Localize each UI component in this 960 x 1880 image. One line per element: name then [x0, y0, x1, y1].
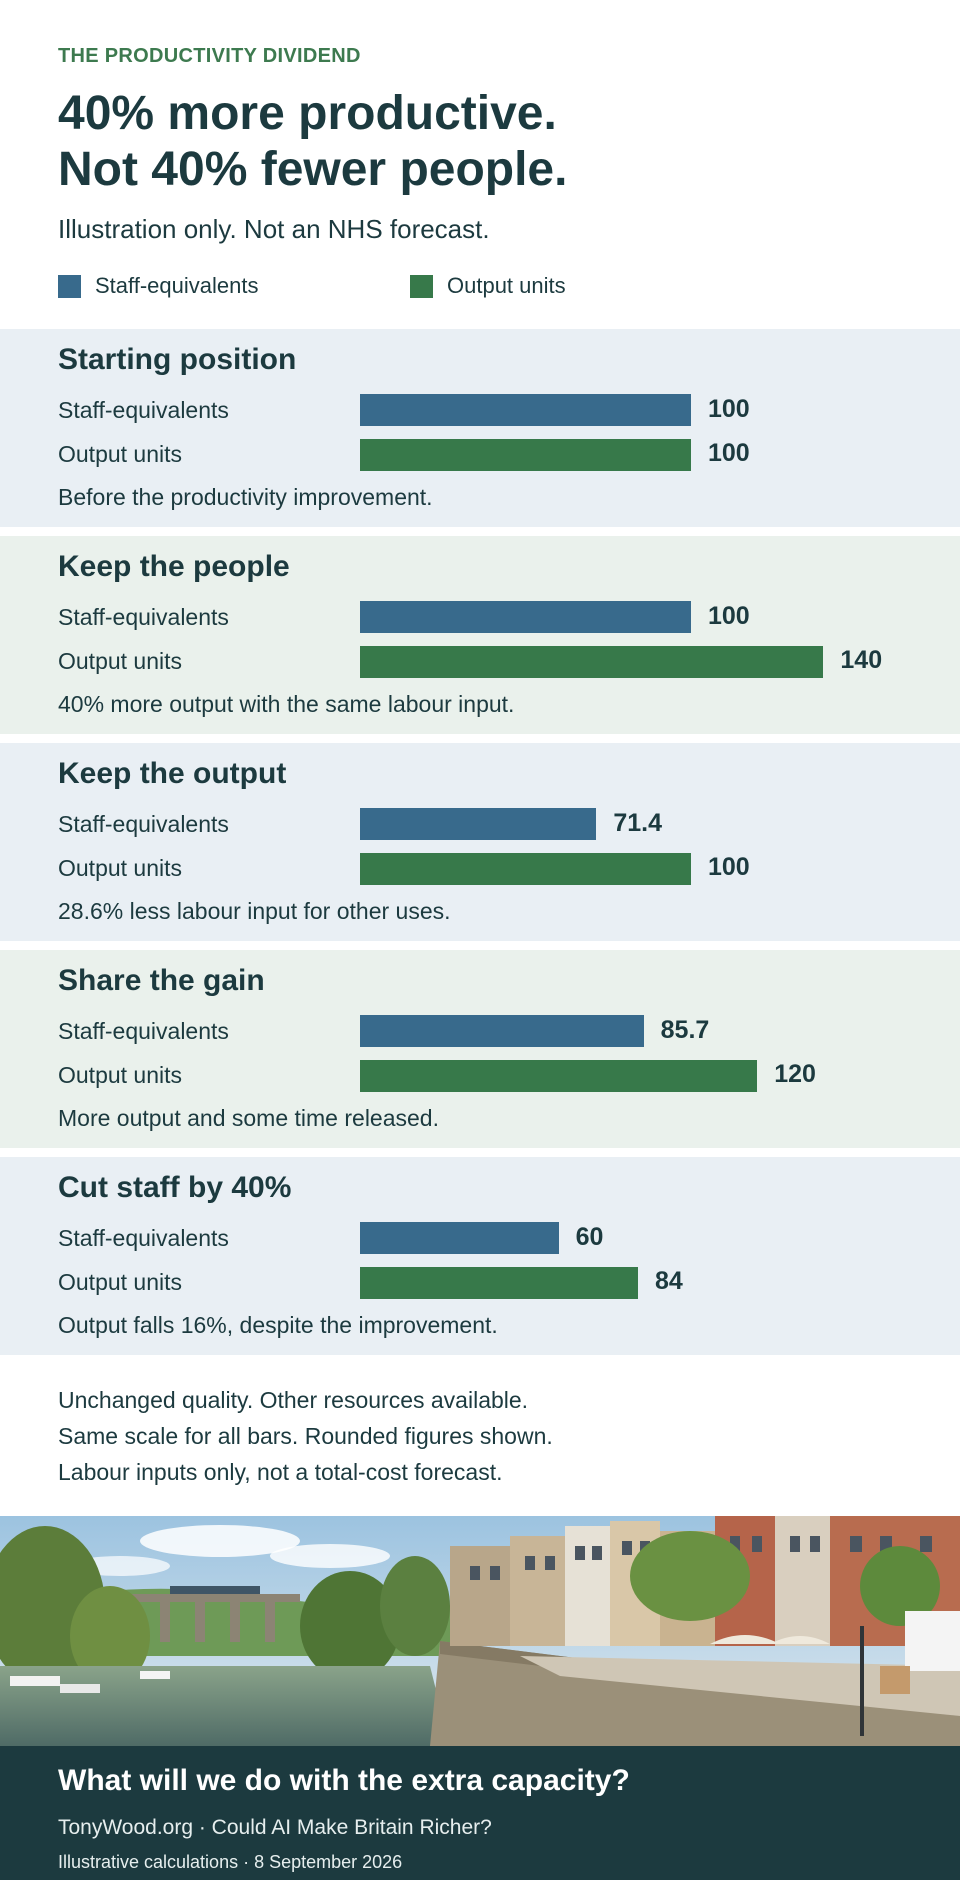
row-label-output: Output units — [58, 855, 183, 881]
bar-output — [360, 646, 824, 678]
header: THE PRODUCTIVITY DIVIDEND 40% more produ… — [0, 0, 960, 328]
panel-title: Keep the output — [58, 757, 287, 790]
row-label-staff: Staff-equivalents — [58, 811, 229, 837]
row-label-output: Output units — [58, 1062, 183, 1088]
bar-staff — [360, 1015, 644, 1047]
legend-label-output: Output units — [447, 273, 566, 298]
panel-title: Share the gain — [58, 964, 265, 997]
footnote-line: Same scale for all bars. Rounded figures… — [58, 1423, 553, 1449]
panel-cut-staff: Cut staff by 40% Staff-equivalents 60 Ou… — [0, 1157, 960, 1355]
footer-source: TonyWood.org · Could AI Make Britain Ric… — [58, 1816, 492, 1839]
bar-staff — [360, 1222, 559, 1254]
riverside-town-photo — [0, 1516, 960, 1746]
row-label-staff: Staff-equivalents — [58, 604, 229, 630]
bar-output — [360, 1060, 758, 1092]
riverside-town-illustration — [0, 1516, 960, 1746]
legend-item-staff: Staff-equivalents — [58, 273, 258, 299]
panel-note: Before the productivity improvement. — [58, 484, 433, 510]
bar-value-staff: 100 — [708, 602, 750, 630]
bar-output — [360, 853, 691, 885]
panel-title: Starting position — [58, 343, 297, 376]
row-label-output: Output units — [58, 1269, 183, 1295]
bar-value-output: 120 — [774, 1060, 816, 1088]
panel-note: More output and some time released. — [58, 1105, 439, 1131]
subtitle: Illustration only. Not an NHS forecast. — [58, 214, 490, 244]
panel-keep-the-people: Keep the people Staff-equivalents 100 Ou… — [0, 536, 960, 734]
panel-share-the-gain: Share the gain Staff-equivalents 85.7 Ou… — [0, 950, 960, 1148]
bar-output — [360, 1267, 639, 1299]
footnote-line: Unchanged quality. Other resources avail… — [58, 1387, 529, 1413]
bar-value-output: 100 — [708, 439, 750, 467]
panel-title: Cut staff by 40% — [58, 1171, 292, 1204]
panel-note: Output falls 16%, despite the improvemen… — [58, 1312, 498, 1338]
footer-date: Illustrative calculations · 8 September … — [58, 1852, 403, 1872]
bar-value-staff: 71.4 — [613, 809, 662, 837]
footnotes: Unchanged quality. Other resources avail… — [58, 1382, 553, 1490]
bar-value-output: 84 — [655, 1267, 683, 1295]
bar-value-output: 140 — [840, 646, 883, 674]
bar-staff — [360, 601, 691, 633]
bar-output — [360, 439, 691, 471]
row-label-staff: Staff-equivalents — [58, 397, 229, 423]
panel-note: 28.6% less labour input for other uses. — [58, 898, 451, 924]
row-label-output: Output units — [58, 441, 183, 467]
legend-swatch-output — [410, 274, 433, 298]
panel-starting-position: Starting position Staff-equivalents 100 … — [0, 329, 960, 527]
row-label-output: Output units — [58, 648, 183, 674]
legend-item-output: Output units — [410, 273, 566, 299]
legend-swatch-staff — [58, 274, 81, 298]
row-label-staff: Staff-equivalents — [58, 1225, 229, 1251]
footnote-line: Labour inputs only, not a total-cost for… — [58, 1459, 503, 1485]
bar-value-staff: 60 — [575, 1223, 604, 1251]
footer-question: What will we do with the extra capacity? — [58, 1764, 630, 1797]
bar-value-staff: 100 — [708, 395, 750, 423]
row-label-staff: Staff-equivalents — [58, 1018, 229, 1044]
legend-label-staff: Staff-equivalents — [95, 273, 259, 298]
title-line-1: 40% more productive. — [58, 87, 557, 140]
panel-title: Keep the people — [58, 550, 290, 583]
panel-keep-the-output: Keep the output Staff-equivalents 71.4 O… — [0, 743, 960, 941]
footer: What will we do with the extra capacity?… — [0, 1746, 960, 1880]
title-line-2: Not 40% fewer people. — [58, 143, 568, 196]
bar-staff — [360, 394, 691, 426]
panel-note: 40% more output with the same labour inp… — [58, 691, 515, 717]
page-title: 40% more productive. Not 40% fewer peopl… — [58, 86, 567, 198]
bar-value-output: 100 — [708, 853, 750, 881]
bar-staff — [360, 808, 597, 840]
bar-value-staff: 85.7 — [660, 1016, 710, 1044]
kicker: THE PRODUCTIVITY DIVIDEND — [58, 45, 361, 67]
